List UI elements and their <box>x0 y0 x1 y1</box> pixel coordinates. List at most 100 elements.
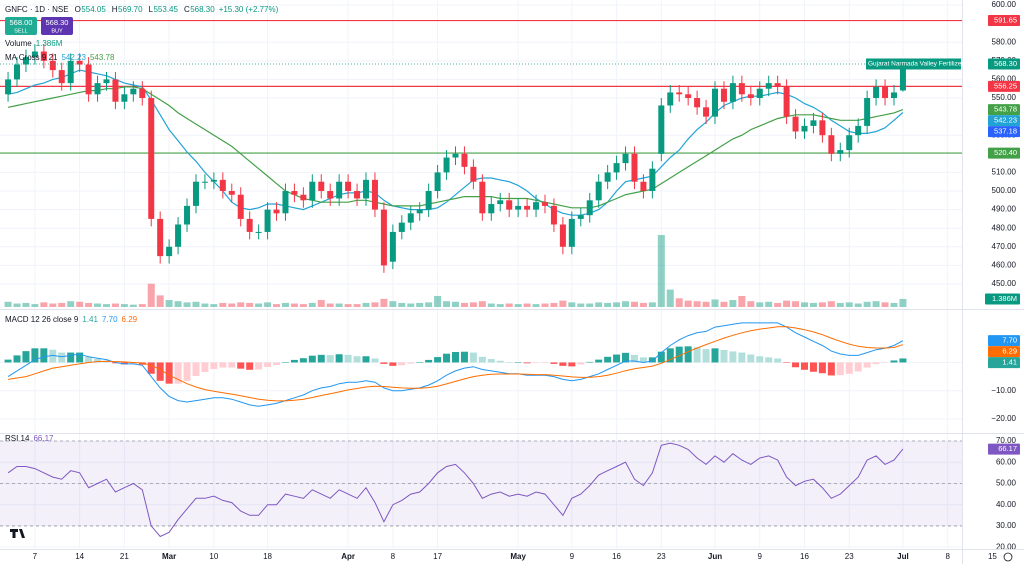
volume-bar <box>290 303 298 307</box>
volume-bar <box>407 303 415 307</box>
macd-histogram-bar <box>371 358 379 363</box>
macd-histogram-bar <box>487 359 495 363</box>
macd-value-label-box <box>988 346 1020 358</box>
volume-bar <box>738 295 746 307</box>
volume-bar <box>460 302 468 307</box>
legend-item: 543.78 <box>90 53 115 62</box>
macd-histogram-bar <box>648 357 656 363</box>
volume-bar <box>210 304 218 307</box>
candle-body <box>282 191 289 214</box>
macd-histogram-bar <box>443 353 451 363</box>
macd-histogram-bar <box>792 362 800 368</box>
volume-bar <box>881 302 889 307</box>
candle-body <box>577 215 584 219</box>
candle-body <box>139 88 146 99</box>
macd-histogram-bar <box>809 362 817 372</box>
y-tick-label: 490.00 <box>992 205 1017 214</box>
candle-body <box>416 209 423 214</box>
candle-body <box>309 181 316 201</box>
settings-icon[interactable] <box>1003 552 1013 562</box>
buy-button-label[interactable]: BUY <box>51 28 63 34</box>
macd-histogram-bar <box>613 354 621 363</box>
volume-bar <box>863 301 871 307</box>
macd-histogram-bar <box>237 362 245 369</box>
macd-histogram-bar <box>40 348 48 363</box>
macd-histogram-bar <box>639 357 647 363</box>
candle-body <box>192 181 199 206</box>
candle-body <box>783 86 790 117</box>
candle-body <box>792 116 799 132</box>
candle-body <box>533 202 540 210</box>
macd-histogram-bar <box>460 351 468 363</box>
volume-bar <box>389 301 397 307</box>
volume-bar <box>854 303 862 307</box>
macd-hist-label: 1.41 <box>1002 358 1017 367</box>
candle-body <box>94 83 101 95</box>
y-tick-label: 450.00 <box>992 279 1017 288</box>
macd-histogram-bar <box>532 362 540 364</box>
volume-bar <box>308 302 316 307</box>
macd-histogram-bar <box>85 356 93 363</box>
volume-bar <box>344 304 352 307</box>
buy-button-bg[interactable] <box>41 17 73 35</box>
macd-histogram-bar <box>872 362 880 365</box>
candle-body <box>112 79 119 102</box>
macd-histogram-bar <box>362 356 370 363</box>
candle-body <box>354 191 361 199</box>
legend: MA Cross 9 21 542.23 543.78 <box>5 53 115 62</box>
candle-body <box>291 191 298 195</box>
ma-price-label: 542.23 <box>994 116 1017 125</box>
legend-item: 553.45 <box>153 5 178 14</box>
annotation-text: Gujarat Narmada Valley Fertilizers & ... <box>868 61 980 68</box>
candle-body <box>658 105 665 154</box>
volume-bar <box>183 302 191 307</box>
sell-button-price[interactable]: 568.00 <box>10 18 33 27</box>
volume-bar <box>326 303 334 307</box>
y-tick-label: 460.00 <box>992 261 1017 270</box>
legend-item: 66.17 <box>33 434 54 443</box>
macd-histogram-bar <box>711 348 719 363</box>
buy-button-price[interactable]: 568.30 <box>46 18 69 27</box>
axis-price-label-box <box>988 126 1020 138</box>
legend-item: 569.70 <box>118 5 143 14</box>
rsi-value-label: 66.17 <box>998 444 1017 453</box>
legend-item: 568.30 <box>190 5 215 14</box>
volume-bar <box>22 302 30 307</box>
legend-item: 7.70 <box>102 315 118 324</box>
candle-body <box>22 57 29 65</box>
macd-histogram-bar <box>147 362 155 374</box>
last-price-label-box <box>988 58 1020 70</box>
macd-histogram-bar <box>666 348 674 363</box>
x-tick-label: 16 <box>612 552 621 561</box>
candle-body <box>49 60 56 71</box>
candle-body <box>219 179 226 192</box>
volume-bar <box>335 303 343 307</box>
macd-histogram-bar <box>890 360 898 363</box>
macd-histogram-bar <box>577 362 585 365</box>
volume-bar <box>371 302 379 307</box>
volume-bar <box>228 303 236 307</box>
candle-body <box>210 179 217 182</box>
sell-button-label[interactable]: SELL <box>14 28 27 34</box>
candle-body <box>40 51 47 61</box>
volume-label: 1.386M <box>992 294 1017 303</box>
macd-histogram-bar <box>720 350 728 363</box>
macd-histogram-bar <box>783 362 791 363</box>
candle-body <box>434 172 441 192</box>
volume-bar <box>111 303 119 307</box>
candle-body <box>497 200 504 205</box>
annotation-box <box>866 58 961 70</box>
volume-bar <box>899 298 907 307</box>
volume-bar <box>67 301 75 307</box>
macd-histogram-bar <box>774 358 782 363</box>
volume-bar <box>818 302 826 307</box>
legend: Volume 1.386M <box>5 39 63 48</box>
macd-histogram-bar <box>129 362 137 364</box>
hline-price-label-box <box>988 15 1020 27</box>
macd-histogram-bar <box>228 362 236 368</box>
macd-histogram-bar <box>622 352 630 363</box>
sell-button-bg[interactable] <box>5 17 37 35</box>
